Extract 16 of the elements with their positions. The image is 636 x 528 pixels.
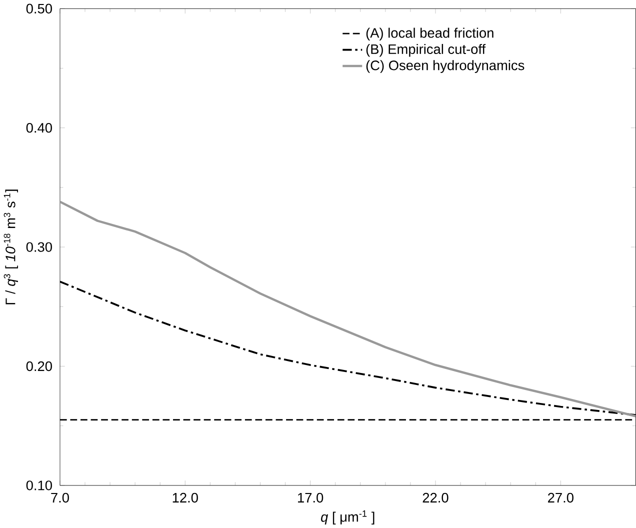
text: Γ / q$^{3}$ [ 10$^{-18}$ m$^{3}$ s$^{-1}$]	[4, 190, 18, 304]
legend-label: (B) Empirical cut-off	[366, 44, 486, 57]
y-tick-label: 0.20	[26, 361, 52, 371]
x-axis-title: q [ μm$^{-1}$ ]	[321, 510, 374, 524]
x-tick-label: 17.0	[298, 492, 324, 502]
x-tick-label: 7.0	[51, 492, 69, 502]
y-tick-label: 0.40	[26, 122, 52, 133]
y-tick-label: 0.10	[26, 480, 52, 490]
x-tick-label: 12.0	[172, 492, 198, 502]
legend-label: (C) Oseen hydrodynamics	[366, 60, 524, 73]
legend-label: (A) local bead friction	[366, 28, 494, 40]
y-tick-label: 0.30	[26, 242, 52, 252]
x-tick-label: 22.0	[422, 492, 448, 502]
line-series	[60, 200, 636, 418]
y-tick-label: 0.50	[26, 4, 52, 14]
x-tick-label: 27.0	[548, 492, 574, 502]
